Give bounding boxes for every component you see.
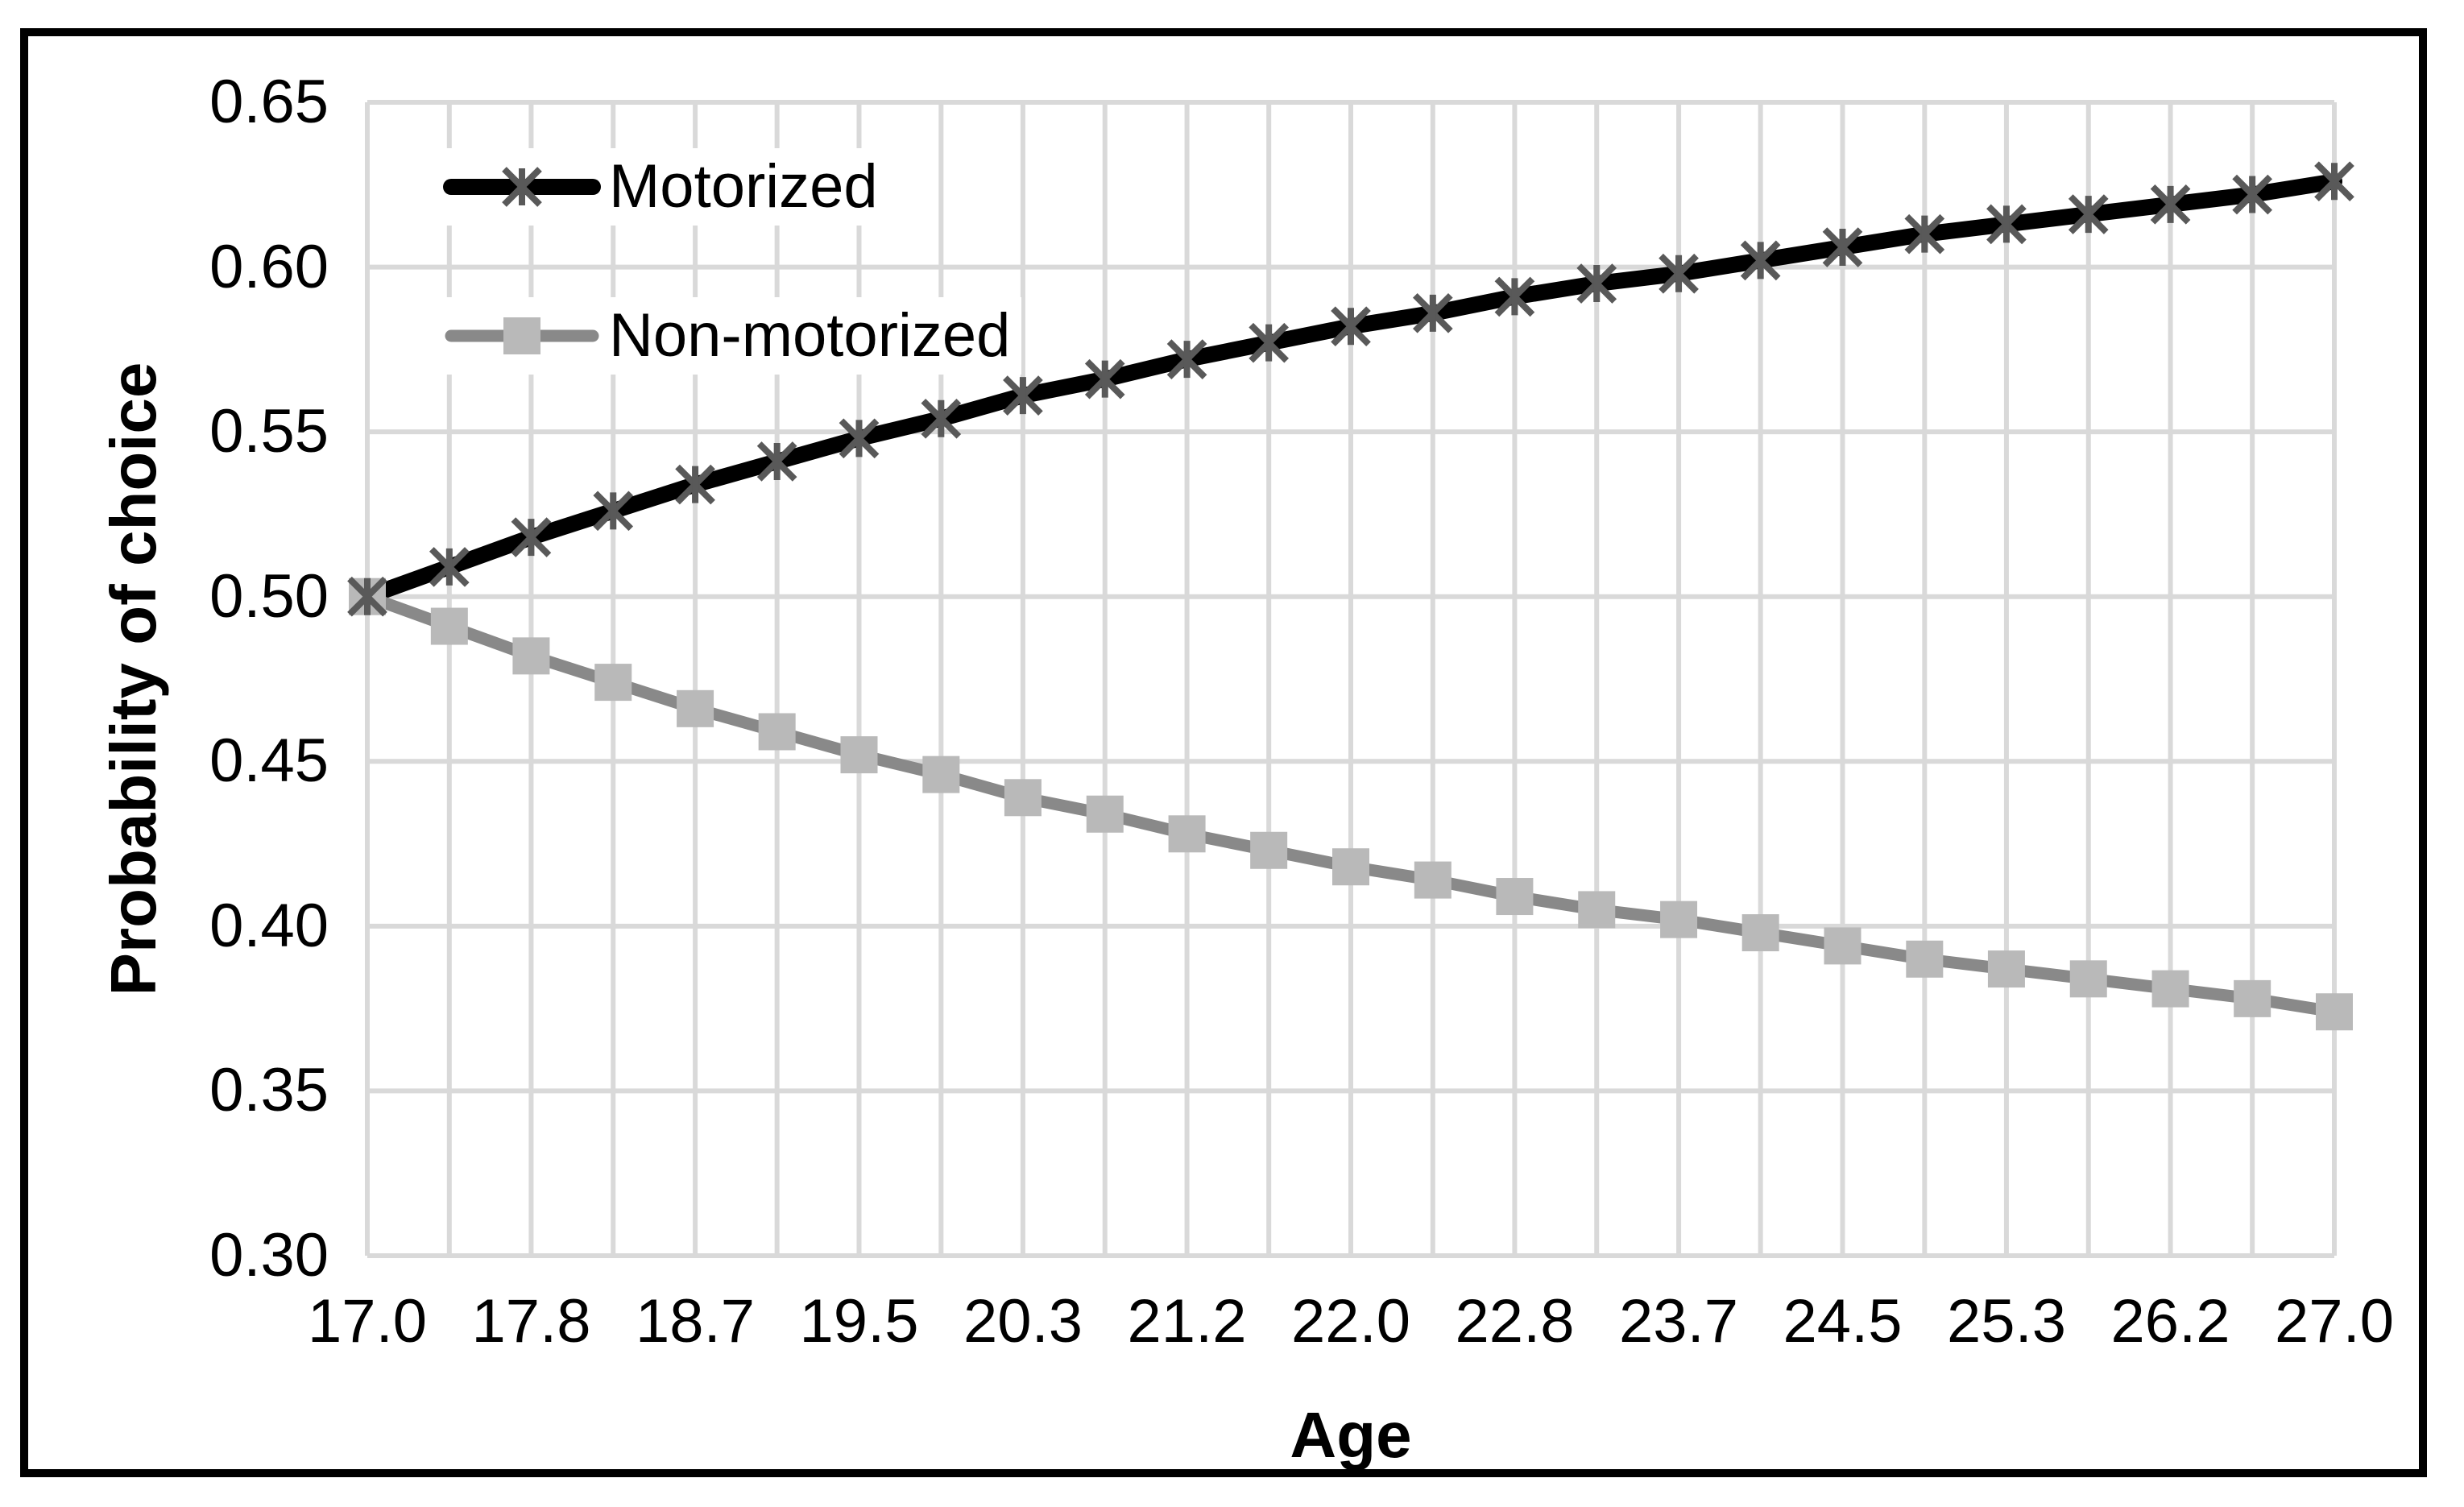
x-tick-label: 24.5 — [1783, 1287, 1903, 1356]
motorized-marker — [1166, 339, 1207, 379]
non-motorized-marker — [1004, 779, 1042, 817]
motorized-marker — [1003, 375, 1043, 416]
non-motorized-marker — [430, 607, 468, 645]
x-tick-label: 23.7 — [1619, 1287, 1738, 1356]
motorized-marker — [1331, 306, 1371, 347]
non-motorized-marker — [758, 713, 796, 751]
motorized-marker — [2068, 194, 2109, 234]
y-tick-label: 0.50 — [209, 561, 329, 631]
x-tick-label: 18.7 — [636, 1287, 755, 1356]
x-axis-title: Age — [1290, 1399, 1412, 1471]
y-tick-label: 0.55 — [209, 397, 329, 466]
motorized-marker — [2314, 161, 2354, 202]
non-motorized-marker — [1987, 950, 2025, 988]
non-motorized-marker — [512, 637, 550, 675]
motorized-marker — [429, 547, 470, 587]
motorized-marker — [347, 576, 387, 617]
non-motorized-marker — [1168, 815, 1206, 853]
figure-border — [20, 28, 2427, 1477]
non-motorized-marker — [1906, 940, 1944, 978]
non-motorized-marker — [840, 736, 878, 774]
x-tick-label: 25.3 — [1947, 1287, 2066, 1356]
non-motorized-marker — [1250, 831, 1288, 869]
y-tick-label: 0.45 — [209, 727, 329, 796]
y-tick-label: 0.40 — [209, 891, 329, 960]
motorized-legend-sample-icon — [443, 167, 601, 207]
legend-item-motorized: Motorized — [441, 148, 889, 226]
x-tick-label: 27.0 — [2275, 1287, 2394, 1356]
motorized-marker — [593, 491, 634, 532]
motorized-marker — [839, 418, 880, 459]
motorized-marker — [1822, 227, 1863, 267]
non-motorized-marker — [2151, 970, 2189, 1008]
motorized-marker — [921, 398, 962, 439]
non-motorized-marker — [2316, 993, 2353, 1031]
motorized-marker — [1413, 293, 1453, 333]
non-motorized-marker — [677, 689, 714, 727]
motorized-marker — [2150, 184, 2191, 225]
y-tick-label: 0.60 — [209, 232, 329, 301]
x-tick-label: 19.5 — [799, 1287, 919, 1356]
non-motorized-marker — [1414, 861, 1451, 899]
motorized-marker — [1576, 263, 1617, 304]
y-tick-label: 0.35 — [209, 1056, 329, 1125]
x-tick-label: 22.0 — [1291, 1287, 1410, 1356]
motorized-marker — [756, 441, 797, 482]
motorized-marker — [1249, 322, 1289, 363]
motorized-marker — [1740, 240, 1781, 281]
non-motorized-marker — [1578, 891, 1616, 929]
non-motorized-marker — [1660, 900, 1698, 938]
non-motorized-marker — [2069, 960, 2107, 998]
motorized-marker — [1986, 204, 2027, 245]
motorized-marker — [675, 464, 715, 505]
non-motorized-marker — [1824, 927, 1861, 965]
x-tick-label: 17.8 — [471, 1287, 591, 1356]
motorized-marker — [1904, 213, 1945, 255]
x-tick-label: 20.3 — [963, 1287, 1083, 1356]
legend-item-non-motorized: Non-motorized — [441, 297, 1022, 375]
motorized-marker — [2232, 174, 2272, 215]
motorized-marker — [511, 517, 552, 557]
legend-label-motorized: Motorized — [609, 152, 878, 221]
non-motorized-marker — [1332, 848, 1369, 886]
legend-label-non-motorized: Non-motorized — [609, 301, 1011, 370]
non-motorized-marker — [1086, 795, 1124, 833]
non-motorized-marker — [2234, 979, 2271, 1017]
y-tick-label: 0.30 — [209, 1221, 329, 1290]
non-motorized-marker — [594, 664, 632, 702]
x-tick-label: 17.0 — [308, 1287, 427, 1356]
motorized-marker — [1084, 358, 1125, 400]
x-tick-label: 21.2 — [1127, 1287, 1247, 1356]
non-motorized-marker — [922, 756, 960, 793]
motorized-marker — [1659, 253, 1699, 294]
non-motorized-marker — [1741, 914, 1779, 952]
motorized-marker — [1494, 276, 1535, 317]
x-tick-label: 26.2 — [2110, 1287, 2230, 1356]
y-axis-title: Probability of choice — [97, 362, 169, 996]
non-motorized-legend-sample-icon — [445, 317, 599, 354]
x-tick-label: 22.8 — [1455, 1287, 1575, 1356]
y-tick-label: 0.65 — [209, 68, 329, 136]
non-motorized-marker — [1496, 878, 1534, 916]
